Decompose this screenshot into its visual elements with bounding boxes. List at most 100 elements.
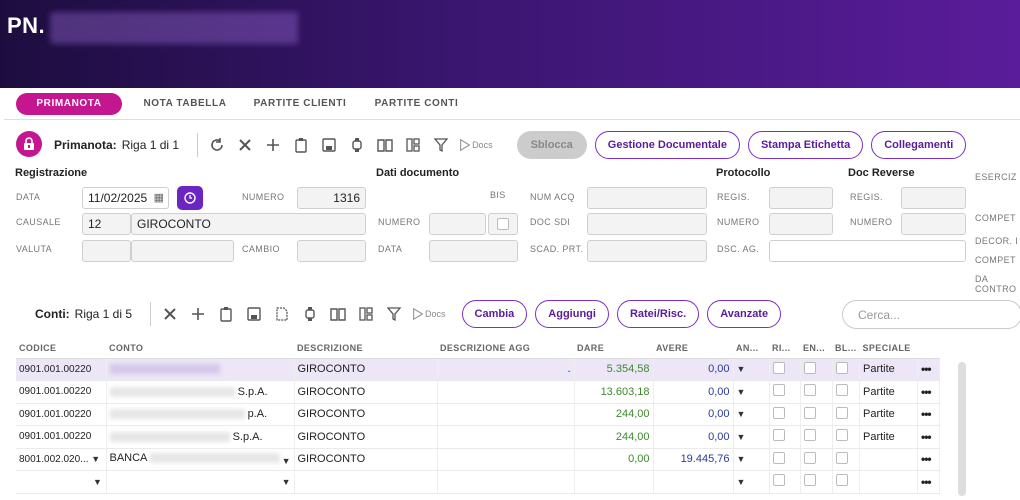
- grid-icon[interactable]: [402, 134, 424, 156]
- vertical-scrollbar[interactable]: [958, 362, 966, 496]
- aggiungi-button[interactable]: Aggiungi: [535, 300, 609, 328]
- watch-row-icon[interactable]: [299, 303, 321, 325]
- collegamenti-button[interactable]: Collegamenti: [871, 131, 967, 159]
- more-icon[interactable]: •••: [917, 358, 940, 381]
- ri-checkbox[interactable]: [769, 448, 801, 471]
- table-row[interactable]: 0901.001.00220 GIROCONTO . 5.354,58 0,00…: [16, 358, 940, 381]
- an-dropdown[interactable]: ▼: [733, 380, 770, 404]
- clipboard-icon[interactable]: [290, 134, 312, 156]
- valuta-code-field[interactable]: [82, 240, 131, 262]
- filter-icon[interactable]: [430, 134, 452, 156]
- tab-primanota[interactable]: PRIMANOTA: [16, 93, 122, 115]
- doc-data-field[interactable]: [429, 240, 518, 262]
- sblocca-button[interactable]: Sblocca: [516, 131, 587, 159]
- docs-icon[interactable]: Docs: [458, 134, 493, 156]
- rev-numero-field[interactable]: [901, 213, 966, 235]
- save-icon[interactable]: [318, 134, 340, 156]
- en-checkbox[interactable]: [800, 448, 833, 471]
- prot-regis-field[interactable]: [769, 187, 833, 209]
- bl-checkbox[interactable]: [832, 358, 860, 381]
- an-dropdown[interactable]: ▼: [733, 448, 770, 471]
- scad-prt-field[interactable]: [587, 240, 707, 262]
- table-row[interactable]: 8001.002.020... ▼ BANCA ▼ GIROCONTO 0,00…: [16, 448, 940, 471]
- en-checkbox[interactable]: [800, 358, 833, 381]
- causale-desc-field[interactable]: GIROCONTO: [131, 213, 366, 235]
- conto-cell[interactable]: ▼: [106, 470, 295, 494]
- col-en[interactable]: EN...: [800, 338, 832, 359]
- causale-code-field[interactable]: 12: [82, 213, 131, 235]
- rev-regis-field[interactable]: [901, 187, 966, 209]
- docs-row-icon[interactable]: Docs: [411, 303, 446, 325]
- book-row-icon[interactable]: [327, 303, 349, 325]
- search-input[interactable]: Cerca...: [842, 300, 1020, 329]
- more-icon[interactable]: •••: [917, 470, 940, 494]
- bl-checkbox[interactable]: [832, 448, 860, 471]
- an-dropdown[interactable]: ▼: [733, 358, 770, 381]
- data-field[interactable]: 11/02/2025 ▦: [82, 187, 169, 209]
- table-row[interactable]: ▼ ▼ ▼ •••: [16, 470, 940, 494]
- more-icon[interactable]: •••: [917, 403, 940, 426]
- save-row-icon[interactable]: [243, 303, 265, 325]
- col-an[interactable]: AN...: [733, 338, 769, 359]
- delete-icon[interactable]: [234, 134, 256, 156]
- bl-checkbox[interactable]: [832, 470, 860, 494]
- col-ri[interactable]: RI...: [769, 338, 800, 359]
- numero-field[interactable]: 1316: [297, 187, 366, 209]
- ri-checkbox[interactable]: [769, 380, 801, 404]
- gestione-documentale-button[interactable]: Gestione Documentale: [594, 131, 740, 159]
- ri-checkbox[interactable]: [769, 470, 801, 494]
- tab-partite-conti[interactable]: PARTITE CONTI: [374, 98, 459, 109]
- tab-nota-tabella[interactable]: NOTA TABELLA: [143, 98, 227, 109]
- watch-icon[interactable]: [346, 134, 368, 156]
- an-dropdown[interactable]: ▼: [733, 470, 770, 494]
- add-row-icon[interactable]: [187, 303, 209, 325]
- valuta-desc-field[interactable]: [131, 240, 234, 262]
- cambio-field[interactable]: [297, 240, 366, 262]
- bl-checkbox[interactable]: [832, 403, 860, 426]
- refresh-icon[interactable]: [206, 134, 228, 156]
- table-row[interactable]: 0901.001.00220 S.p.A. GIROCONTO 244,00 0…: [16, 425, 940, 449]
- doc-numero-field[interactable]: [429, 213, 486, 235]
- num-acq-field[interactable]: [587, 187, 707, 209]
- more-icon[interactable]: •••: [917, 425, 940, 449]
- dsc-ag-field[interactable]: [769, 240, 966, 262]
- table-row[interactable]: 0901.001.00220 p.A. GIROCONTO 244,00 0,0…: [16, 403, 940, 426]
- clock-icon[interactable]: [177, 186, 203, 210]
- grid-row-icon[interactable]: [355, 303, 377, 325]
- codice-cell[interactable]: ▼: [16, 470, 107, 494]
- col-speciale[interactable]: SPECIALE: [859, 338, 918, 359]
- doc-sdi-field[interactable]: [587, 213, 707, 235]
- tab-partite-clienti[interactable]: PARTITE CLIENTI: [253, 98, 347, 109]
- en-checkbox[interactable]: [800, 380, 833, 404]
- filter-row-icon[interactable]: [383, 303, 405, 325]
- ri-checkbox[interactable]: [769, 358, 801, 381]
- more-icon[interactable]: •••: [917, 380, 940, 404]
- clipboard-row-icon[interactable]: [215, 303, 237, 325]
- ri-checkbox[interactable]: [769, 403, 801, 426]
- an-dropdown[interactable]: ▼: [733, 403, 770, 426]
- col-descrizione[interactable]: DESCRIZIONE: [294, 338, 437, 359]
- delete-row-icon[interactable]: [159, 303, 181, 325]
- col-avere[interactable]: AVERE: [653, 338, 733, 359]
- lock-icon[interactable]: [16, 131, 42, 157]
- col-conto[interactable]: CONTO: [106, 338, 294, 359]
- more-icon[interactable]: •••: [917, 448, 940, 471]
- bl-checkbox[interactable]: [832, 425, 860, 449]
- add-icon[interactable]: [262, 134, 284, 156]
- en-checkbox[interactable]: [800, 425, 833, 449]
- bl-checkbox[interactable]: [832, 380, 860, 404]
- col-dare[interactable]: DARE: [574, 338, 653, 359]
- table-row[interactable]: 0901.001.00220 S.p.A. GIROCONTO 13.603,1…: [16, 380, 940, 404]
- en-checkbox[interactable]: [800, 403, 833, 426]
- stampa-etichetta-button[interactable]: Stampa Etichetta: [747, 131, 864, 159]
- cambia-button[interactable]: Cambia: [461, 300, 528, 328]
- ratei-risc-button[interactable]: Ratei/Risc.: [616, 300, 700, 328]
- prot-numero-field[interactable]: [769, 213, 833, 235]
- col-descrizione-agg[interactable]: DESCRIZIONE AGG: [437, 338, 574, 359]
- col-bl[interactable]: BL...: [832, 338, 860, 359]
- ri-checkbox[interactable]: [769, 425, 801, 449]
- an-dropdown[interactable]: ▼: [733, 425, 770, 449]
- avanzate-button[interactable]: Avanzate: [707, 300, 782, 328]
- bis-field[interactable]: [488, 213, 518, 235]
- export-icon[interactable]: [271, 303, 293, 325]
